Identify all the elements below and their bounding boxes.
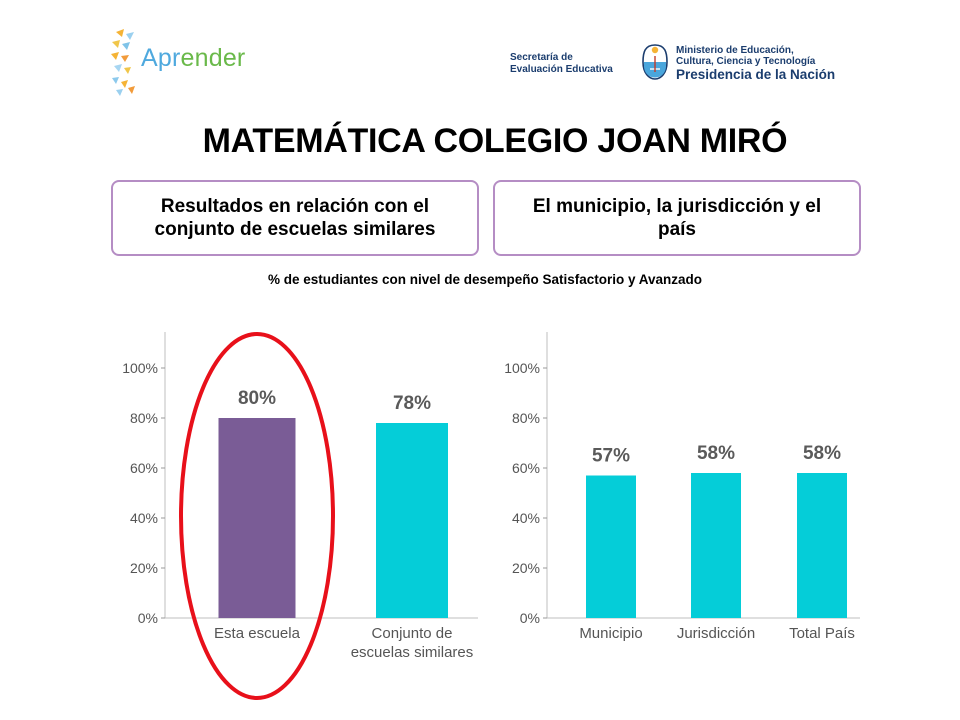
y-tick-label: 80%	[130, 410, 158, 426]
category-label: Esta escuela	[214, 625, 301, 642]
category-label: Total País	[789, 625, 855, 642]
wordmark-part-b: ender	[180, 44, 246, 72]
national-seal-icon	[642, 44, 668, 80]
box-similar-schools: Resultados en relación con el conjunto d…	[111, 180, 479, 256]
y-tick-label: 40%	[130, 510, 158, 526]
bar	[691, 473, 741, 618]
data-label: 58%	[697, 443, 735, 464]
category-label: Municipio	[579, 625, 642, 642]
chart-subtitle: % de estudiantes con nivel de desempeño …	[267, 272, 703, 287]
aprender-wordmark: Aprender	[141, 44, 245, 73]
y-tick-label: 20%	[512, 560, 540, 576]
bar	[797, 473, 847, 618]
ministerio-label: Ministerio de Educación, Cultura, Cienci…	[676, 45, 835, 83]
ministerio-line1: Ministerio de Educación,	[676, 45, 794, 56]
y-tick-label: 40%	[512, 510, 540, 526]
category-label: escuelas similares	[351, 644, 474, 661]
highlight-ellipse	[179, 332, 335, 700]
category-label: Conjunto de	[372, 625, 453, 642]
paper-birds-icon	[111, 29, 135, 96]
bar	[218, 418, 296, 618]
data-label: 78%	[393, 393, 431, 414]
y-tick-label: 80%	[512, 410, 540, 426]
y-tick-label: 60%	[512, 460, 540, 476]
data-label: 57%	[592, 446, 630, 467]
ministerio-line2: Cultura, Ciencia y Tecnología	[676, 56, 816, 67]
bar	[376, 423, 448, 618]
data-label: 58%	[803, 443, 841, 464]
y-tick-label: 100%	[504, 360, 540, 376]
y-tick-label: 20%	[130, 560, 158, 576]
secretaria-label: Secretaría de Evaluación Educativa	[510, 52, 613, 76]
y-tick-label: 0%	[520, 610, 540, 626]
ministerio-line3: Presidencia de la Nación	[676, 67, 836, 82]
page-title: MATEMÁTICA COLEGIO JOAN MIRÓ	[202, 122, 788, 160]
data-label: 80%	[238, 388, 276, 409]
box-municipio-pais: El municipio, la jurisdicción y el país	[493, 180, 861, 256]
y-tick-label: 0%	[138, 610, 158, 626]
secretaria-line1: Secretaría de	[510, 52, 573, 63]
wordmark-part-a: Apr	[141, 44, 181, 72]
y-tick-label: 60%	[130, 460, 158, 476]
aprender-logo	[111, 29, 135, 96]
bar	[586, 475, 636, 618]
y-tick-label: 100%	[122, 360, 158, 376]
secretaria-line2: Evaluación Educativa	[510, 64, 613, 75]
category-label: Jurisdicción	[677, 625, 755, 642]
